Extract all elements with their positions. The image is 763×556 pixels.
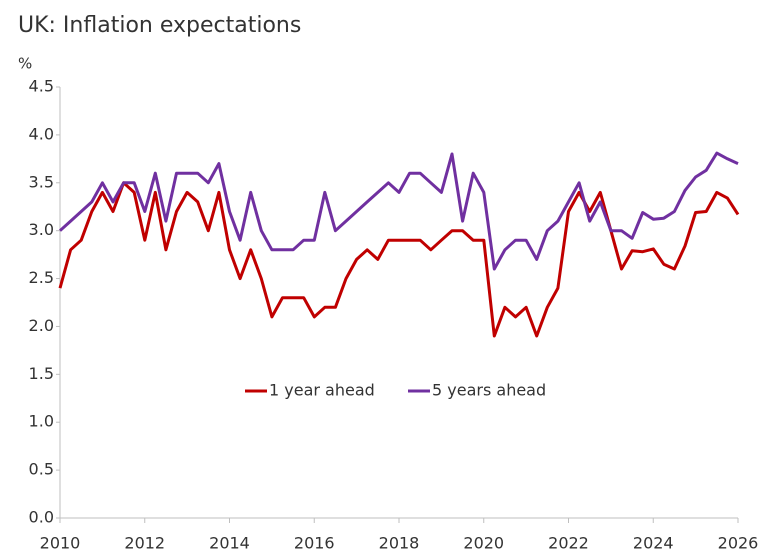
x-tick-label: 2024 [633,534,674,553]
x-tick-label: 2022 [548,534,589,553]
x-tick-label: 2014 [209,534,250,553]
y-tick-label: 1.5 [29,364,54,383]
x-tick-label: 2026 [718,534,759,553]
x-tick-label: 2012 [124,534,165,553]
series-line [58,151,739,271]
legend-label: 5 years ahead [432,381,546,400]
y-tick-label: 0.0 [29,508,54,527]
y-tick-label: 4.5 [29,77,54,96]
y-tick-label: 3.0 [29,220,54,239]
y-unit: % [18,55,32,73]
y-tick-label: 2.5 [29,268,54,287]
y-tick-label: 2.0 [29,316,54,335]
x-tick-label: 2020 [463,534,504,553]
series-line [58,181,740,338]
y-tick-label: 4.0 [29,124,54,143]
x-tick-label: 2010 [40,534,81,553]
legend-label: 1 year ahead [269,381,375,400]
y-tick-label: 3.5 [29,172,54,191]
x-tick-label: 2018 [379,534,420,553]
y-tick-label: 1.0 [29,412,54,431]
y-tick-label: 0.5 [29,460,54,479]
x-tick-label: 2016 [294,534,335,553]
chart-title: UK: Inflation expectations [18,13,301,38]
